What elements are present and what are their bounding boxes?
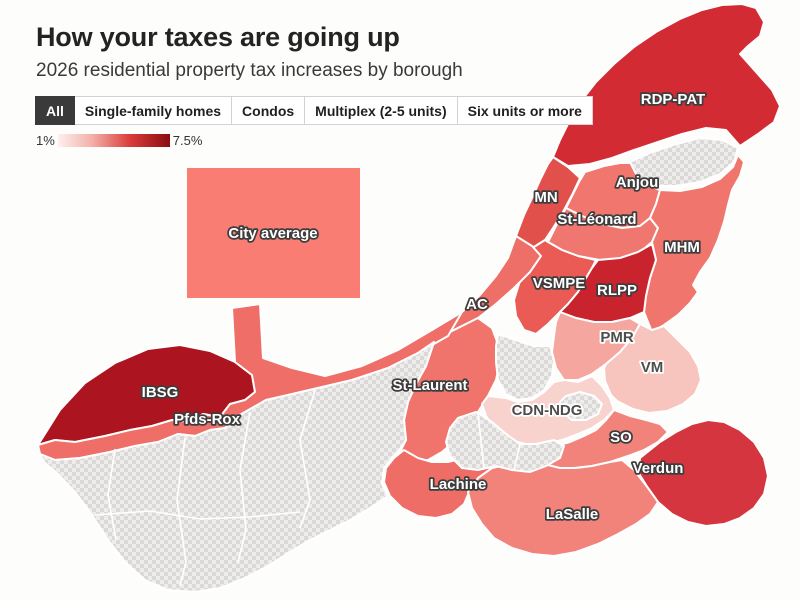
region-label-st_laurent: St-Laurent xyxy=(393,377,468,394)
region-label-st_leonard: St-Léonard xyxy=(557,211,636,228)
tab-six-units-or-more[interactable]: Six units or more xyxy=(456,96,593,125)
region-label-anjou: Anjou xyxy=(616,174,659,191)
non-city-area-1 xyxy=(629,137,739,187)
municipal-boundary-line xyxy=(176,437,187,587)
tab-bar: All Single-family homes Condos Multiplex (2… xyxy=(35,96,593,125)
tab-multiplex-2-5-units-[interactable]: Multiplex (2-5 units) xyxy=(304,96,458,125)
region-label-pfds_rox: Pfds-Rox xyxy=(174,411,240,428)
legend-min-label: 1% xyxy=(36,133,55,148)
region-lasalle[interactable] xyxy=(467,459,659,557)
municipal-boundary-line xyxy=(513,443,521,471)
region-rdp_pat[interactable] xyxy=(552,3,781,167)
region-label-ibsg: IBSG xyxy=(142,384,179,401)
region-label-vsmpe: VSMPE xyxy=(533,275,586,292)
tab-condos[interactable]: Condos xyxy=(231,96,306,125)
region-label-so: SO xyxy=(610,429,632,446)
region-label-mn: MN xyxy=(534,189,557,206)
region-label-cdn_ndg: CDN-NDG xyxy=(512,402,583,419)
page-title: How your taxes are going up xyxy=(36,22,400,52)
region-label-lasalle: LaSalle xyxy=(546,506,599,523)
tab-all[interactable]: All xyxy=(35,96,75,125)
legend-max-label: 7.5% xyxy=(172,133,203,148)
legend-gradient-bar xyxy=(57,134,170,147)
region-label-verdun: Verdun xyxy=(633,460,684,477)
municipal-boundary-line xyxy=(477,413,485,469)
region-label-rlpp: RLPP xyxy=(597,282,637,299)
region-label-pmr: PMR xyxy=(600,329,634,346)
region-label-ac: AC xyxy=(466,296,488,313)
color-legend: 1% 7.5% xyxy=(36,133,202,148)
region-vm[interactable] xyxy=(603,323,702,414)
region-label-rdp_pat: RDP-PAT xyxy=(641,91,705,108)
city-average-swatch xyxy=(187,168,360,298)
tab-single-family-homes[interactable]: Single-family homes xyxy=(73,96,233,125)
non-city-area-0 xyxy=(39,341,435,593)
region-label-vm: VM xyxy=(641,359,664,376)
non-city-area-4 xyxy=(445,411,565,473)
municipal-boundary-line xyxy=(299,389,316,529)
non-city-area-2 xyxy=(495,333,555,401)
municipal-boundary-line xyxy=(107,448,117,541)
municipal-boundary-line xyxy=(94,510,301,520)
region-label-mhm: MHM xyxy=(664,239,700,256)
non-city-area-3 xyxy=(559,391,603,421)
city-average-label: City average xyxy=(228,225,317,242)
page-subtitle: 2026 residential property tax increases … xyxy=(36,60,463,81)
region-label-lachine: Lachine xyxy=(430,476,487,493)
municipal-boundary-line xyxy=(237,411,251,563)
